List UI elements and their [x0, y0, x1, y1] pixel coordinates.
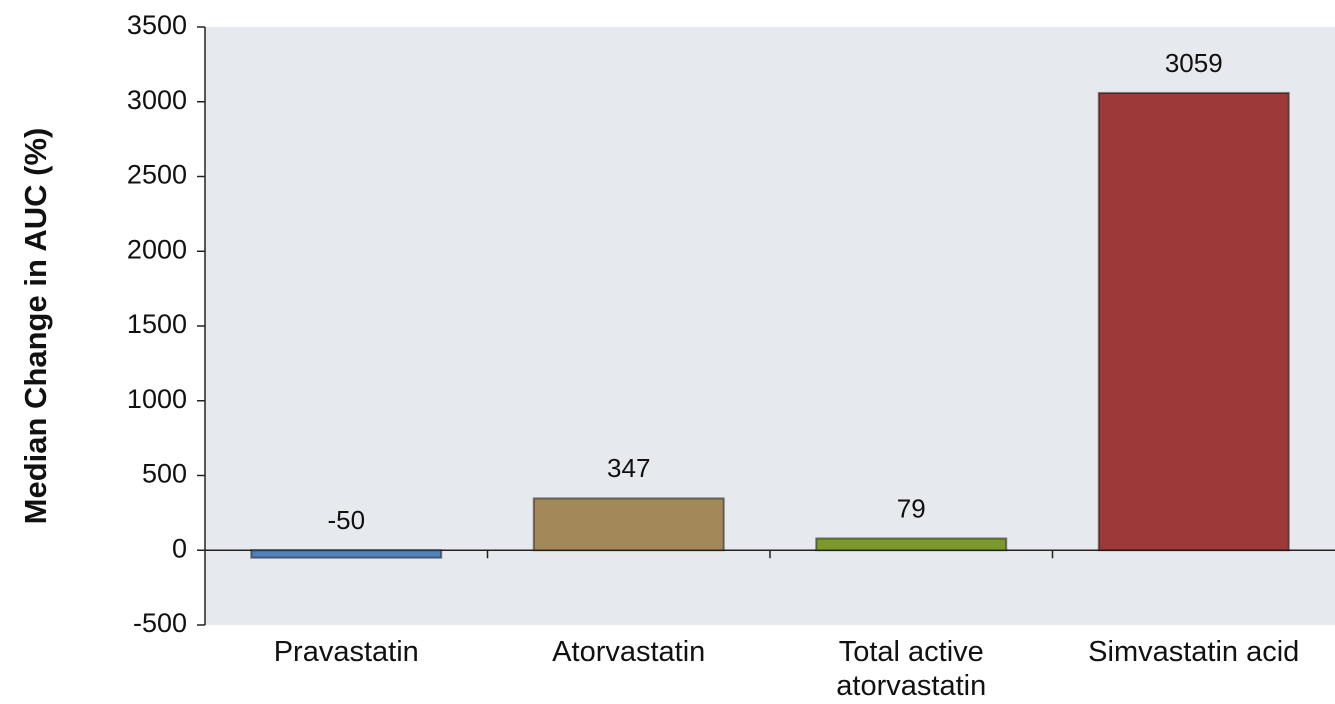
- y-axis-title: Median Change in AUC (%): [18, 128, 53, 525]
- x-tick-label: Total active atorvastatin: [836, 636, 987, 702]
- bar: [532, 497, 725, 552]
- bar: [815, 537, 1008, 552]
- value-label: 347: [607, 453, 650, 483]
- y-tick-label: 1500: [127, 309, 187, 339]
- x-tick-label: Pravastatin: [273, 636, 419, 668]
- y-tick-label: -500: [133, 608, 187, 638]
- value-label: 79: [897, 493, 926, 523]
- y-tick-label: 3000: [127, 85, 187, 115]
- y-tick-label: 3500: [127, 10, 187, 40]
- x-tick-label: Atorvastatin: [552, 636, 706, 668]
- y-tick-label: 2000: [127, 234, 187, 264]
- y-tick-label: 0: [172, 533, 187, 563]
- bar: [1097, 91, 1290, 552]
- value-label: 3059: [1165, 48, 1223, 78]
- y-tick-label: 1000: [127, 384, 187, 414]
- x-tick-label: Simvastatin acid: [1088, 636, 1300, 668]
- bar: [250, 549, 443, 559]
- value-label: -50: [327, 505, 365, 535]
- y-tick-label: 500: [142, 459, 187, 489]
- y-tick-label: 2500: [127, 160, 187, 190]
